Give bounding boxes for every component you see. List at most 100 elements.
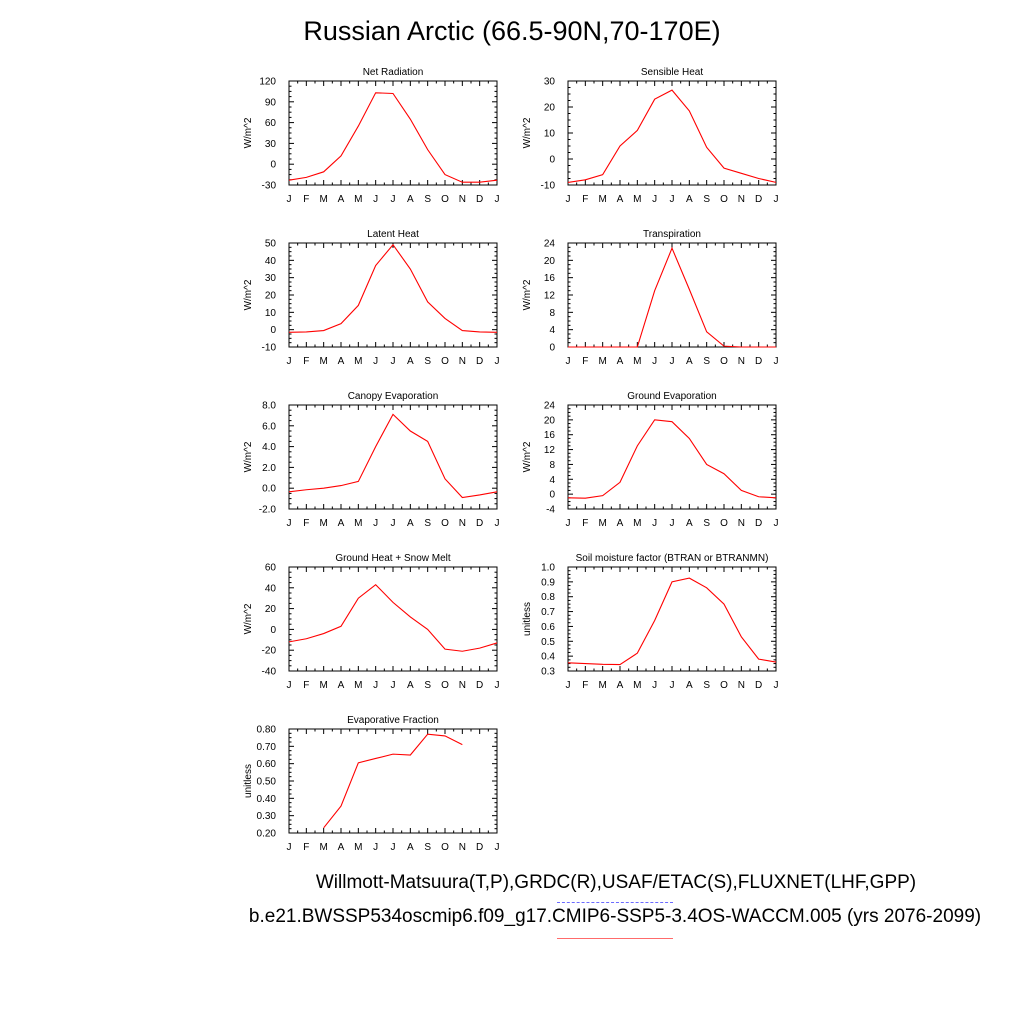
y-axis-label: W/m^2 [243, 279, 254, 310]
chart-title: Net Radiation [363, 67, 424, 78]
y-tick-label: 0 [270, 625, 276, 636]
y-axis-label: W/m^2 [522, 279, 533, 310]
y-axis-label: W/m^2 [243, 441, 254, 472]
y-tick-label: 12 [544, 291, 556, 302]
x-tick-label: A [338, 356, 345, 367]
x-tick-label: F [582, 680, 588, 691]
x-tick-label: J [373, 842, 378, 853]
x-tick-label: J [287, 356, 292, 367]
x-tick-label: A [686, 356, 693, 367]
y-tick-label: 0.20 [257, 829, 277, 840]
x-tick-label: J [652, 356, 657, 367]
x-tick-label: D [476, 842, 483, 853]
y-tick-label: 0 [549, 155, 555, 166]
x-tick-label: N [459, 356, 466, 367]
series-line [567, 419, 777, 499]
y-axis-label: W/m^2 [243, 117, 254, 148]
x-tick-label: D [476, 194, 483, 205]
chart-title: Canopy Evaporation [348, 391, 439, 402]
chart-title: Ground Evaporation [627, 391, 717, 402]
y-tick-label: 60 [265, 118, 277, 129]
x-tick-label: F [303, 518, 309, 529]
x-tick-label: M [354, 194, 362, 205]
y-tick-label: 8.0 [262, 401, 276, 412]
plot-frame [567, 80, 777, 186]
y-axis-label: W/m^2 [522, 117, 533, 148]
x-tick-label: O [720, 194, 728, 205]
x-tick-label: J [391, 842, 396, 853]
x-tick-label: D [755, 194, 762, 205]
plot-frame [288, 404, 498, 510]
x-tick-label: A [686, 680, 693, 691]
x-tick-label: S [424, 842, 431, 853]
series-line [288, 583, 498, 652]
x-tick-label: S [703, 518, 710, 529]
x-tick-label: F [582, 194, 588, 205]
x-tick-label: N [738, 518, 745, 529]
y-tick-label: 20 [544, 103, 556, 114]
y-tick-label: 0.9 [541, 577, 555, 588]
y-tick-label: 1.0 [541, 563, 555, 574]
y-tick-label: 10 [265, 308, 277, 319]
x-tick-label: O [441, 194, 449, 205]
y-tick-label: 50 [265, 239, 277, 250]
x-tick-label: O [441, 518, 449, 529]
x-tick-label: M [598, 518, 606, 529]
x-tick-label: O [441, 842, 449, 853]
y-tick-label: 0.5 [541, 637, 555, 648]
x-tick-label: F [582, 356, 588, 367]
x-tick-label: D [476, 518, 483, 529]
x-tick-label: M [354, 518, 362, 529]
x-tick-label: J [373, 356, 378, 367]
y-tick-label: 12 [544, 445, 556, 456]
x-tick-label: J [652, 680, 657, 691]
y-tick-label: 0.40 [257, 794, 277, 805]
x-tick-label: D [755, 356, 762, 367]
chart-title: Transpiration [643, 229, 701, 240]
x-tick-label: J [373, 194, 378, 205]
y-tick-label: 0.7 [541, 607, 555, 618]
y-tick-label: 4 [549, 475, 555, 486]
x-tick-label: F [303, 194, 309, 205]
series-line [323, 733, 463, 829]
x-tick-label: J [566, 518, 571, 529]
x-tick-label: D [755, 518, 762, 529]
x-tick-label: O [720, 518, 728, 529]
x-tick-label: N [459, 518, 466, 529]
x-tick-label: A [686, 194, 693, 205]
y-tick-label: 24 [544, 401, 556, 412]
chart-panel: J F M A M J J A S O N D J04812162024TranspirationW/m… [522, 229, 779, 367]
y-tick-label: 8 [549, 308, 555, 319]
y-tick-label: 0 [549, 490, 555, 501]
y-tick-label: 4 [549, 325, 555, 336]
legend-observations: Willmott-Matsuura(T,P),GRDC(R),USAF/ETAC… [315, 872, 917, 893]
x-tick-label: N [459, 842, 466, 853]
x-tick-label: M [319, 680, 327, 691]
x-tick-label: A [617, 356, 624, 367]
y-tick-label: 90 [265, 97, 277, 108]
x-tick-label: J [287, 194, 292, 205]
x-tick-label: J [287, 680, 292, 691]
x-tick-label: N [738, 356, 745, 367]
y-tick-label: 30 [265, 273, 277, 284]
x-tick-label: N [738, 680, 745, 691]
x-tick-label: J [495, 356, 500, 367]
x-tick-label: N [459, 680, 466, 691]
chart-title: Latent Heat [367, 229, 419, 240]
y-tick-label: 0 [270, 325, 276, 336]
y-tick-label: 0.60 [257, 759, 277, 770]
y-tick-label: 0.30 [257, 811, 277, 822]
x-tick-label: S [703, 356, 710, 367]
y-tick-label: 0.50 [257, 777, 277, 788]
x-tick-label: F [303, 680, 309, 691]
y-tick-label: 20 [544, 415, 556, 426]
y-tick-label: 16 [544, 430, 556, 441]
x-tick-label: A [407, 518, 414, 529]
x-tick-label: F [582, 518, 588, 529]
y-tick-label: 0.8 [541, 592, 555, 603]
x-tick-label: J [287, 842, 292, 853]
x-tick-label: F [303, 842, 309, 853]
